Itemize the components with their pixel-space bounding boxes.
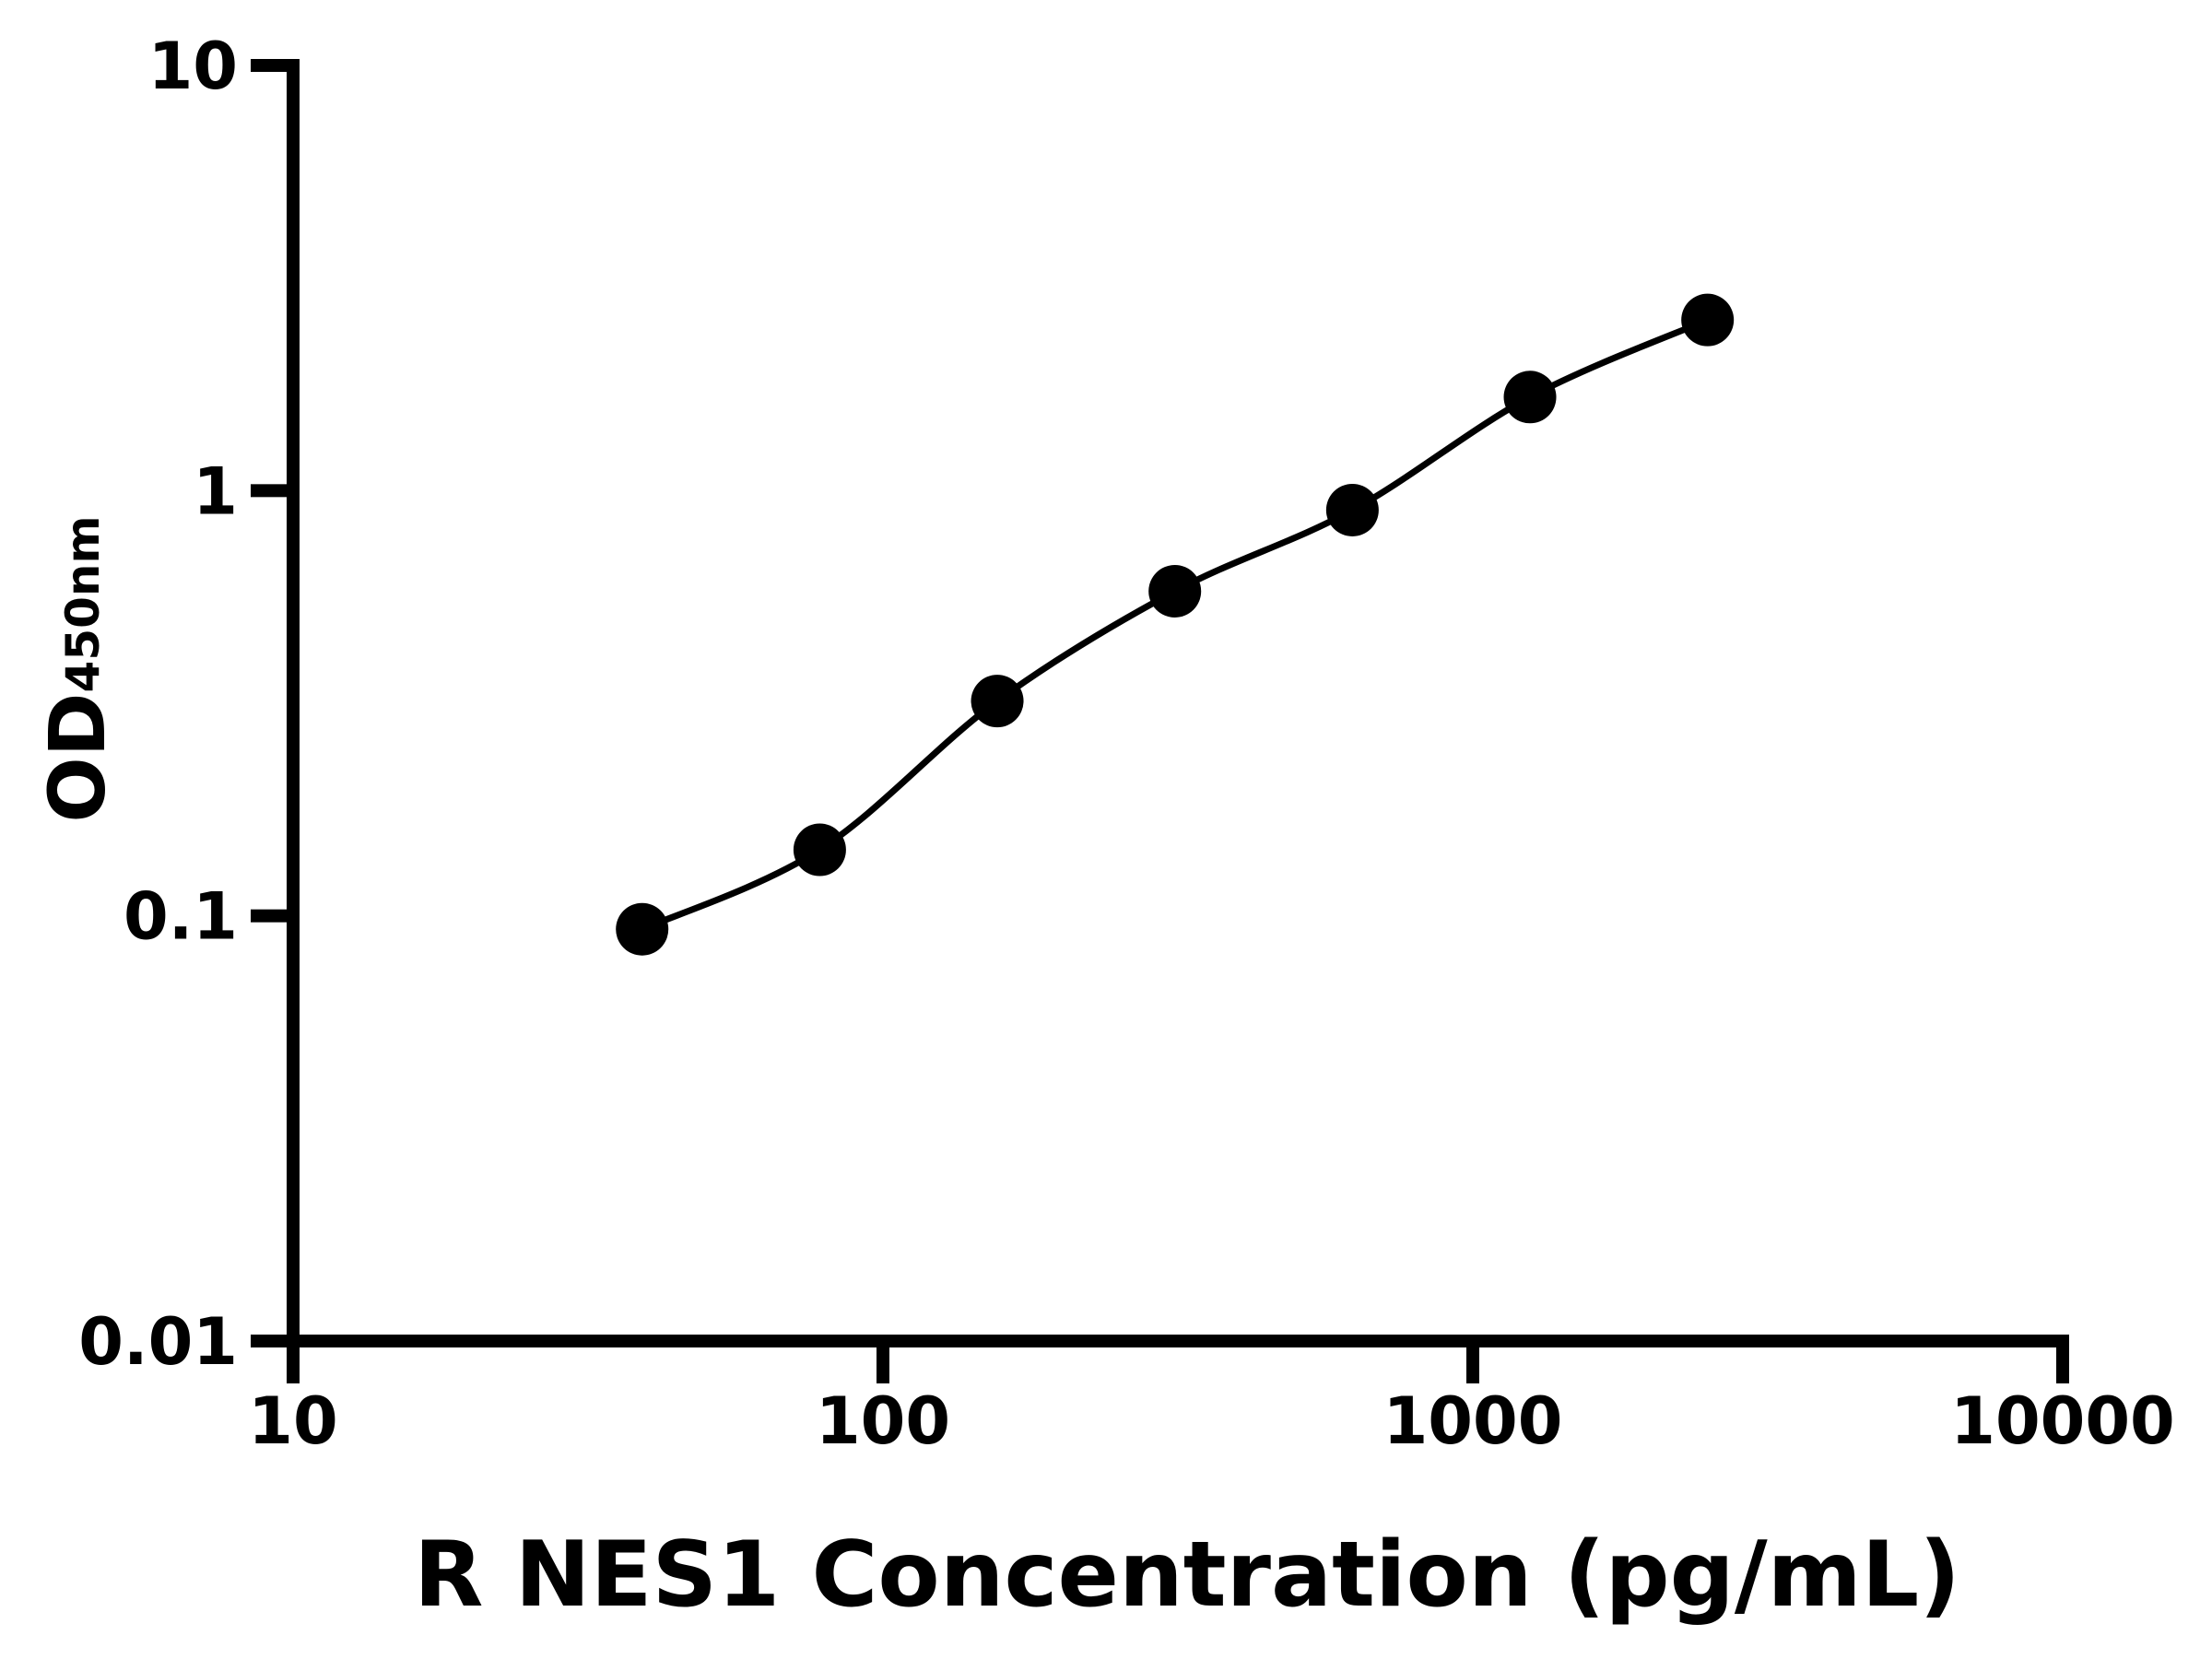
data-point — [971, 675, 1024, 728]
y-tick — [251, 909, 293, 923]
y-tick — [251, 484, 293, 498]
data-point — [1148, 564, 1202, 618]
y-tick-label: 10 — [148, 29, 238, 104]
y-axis-label-subscript: 450nm — [56, 515, 110, 693]
data-point — [1325, 483, 1379, 536]
x-tick-label: 10 — [248, 1383, 337, 1459]
y-axis-label: OD450nm — [32, 515, 123, 822]
y-tick-label: 1 — [193, 453, 238, 529]
x-axis-label: R NES1 Concentration (pg/mL) — [414, 1523, 1960, 1628]
y-tick — [251, 59, 293, 72]
y-axis-label-main: OD — [32, 692, 123, 823]
y-tick-label: 0.1 — [124, 879, 238, 955]
x-tick-label: 1000 — [1383, 1383, 1563, 1459]
data-point — [793, 823, 846, 877]
y-axis-spine — [287, 59, 300, 1347]
x-tick-label: 100 — [816, 1383, 950, 1459]
x-axis-spine — [287, 1335, 2069, 1347]
x-tick-label: 10000 — [1950, 1383, 2175, 1459]
data-point — [616, 902, 669, 956]
y-tick — [251, 1335, 293, 1347]
y-tick-label: 0.01 — [78, 1304, 238, 1380]
data-point — [1503, 371, 1557, 424]
data-point — [1681, 293, 1735, 347]
